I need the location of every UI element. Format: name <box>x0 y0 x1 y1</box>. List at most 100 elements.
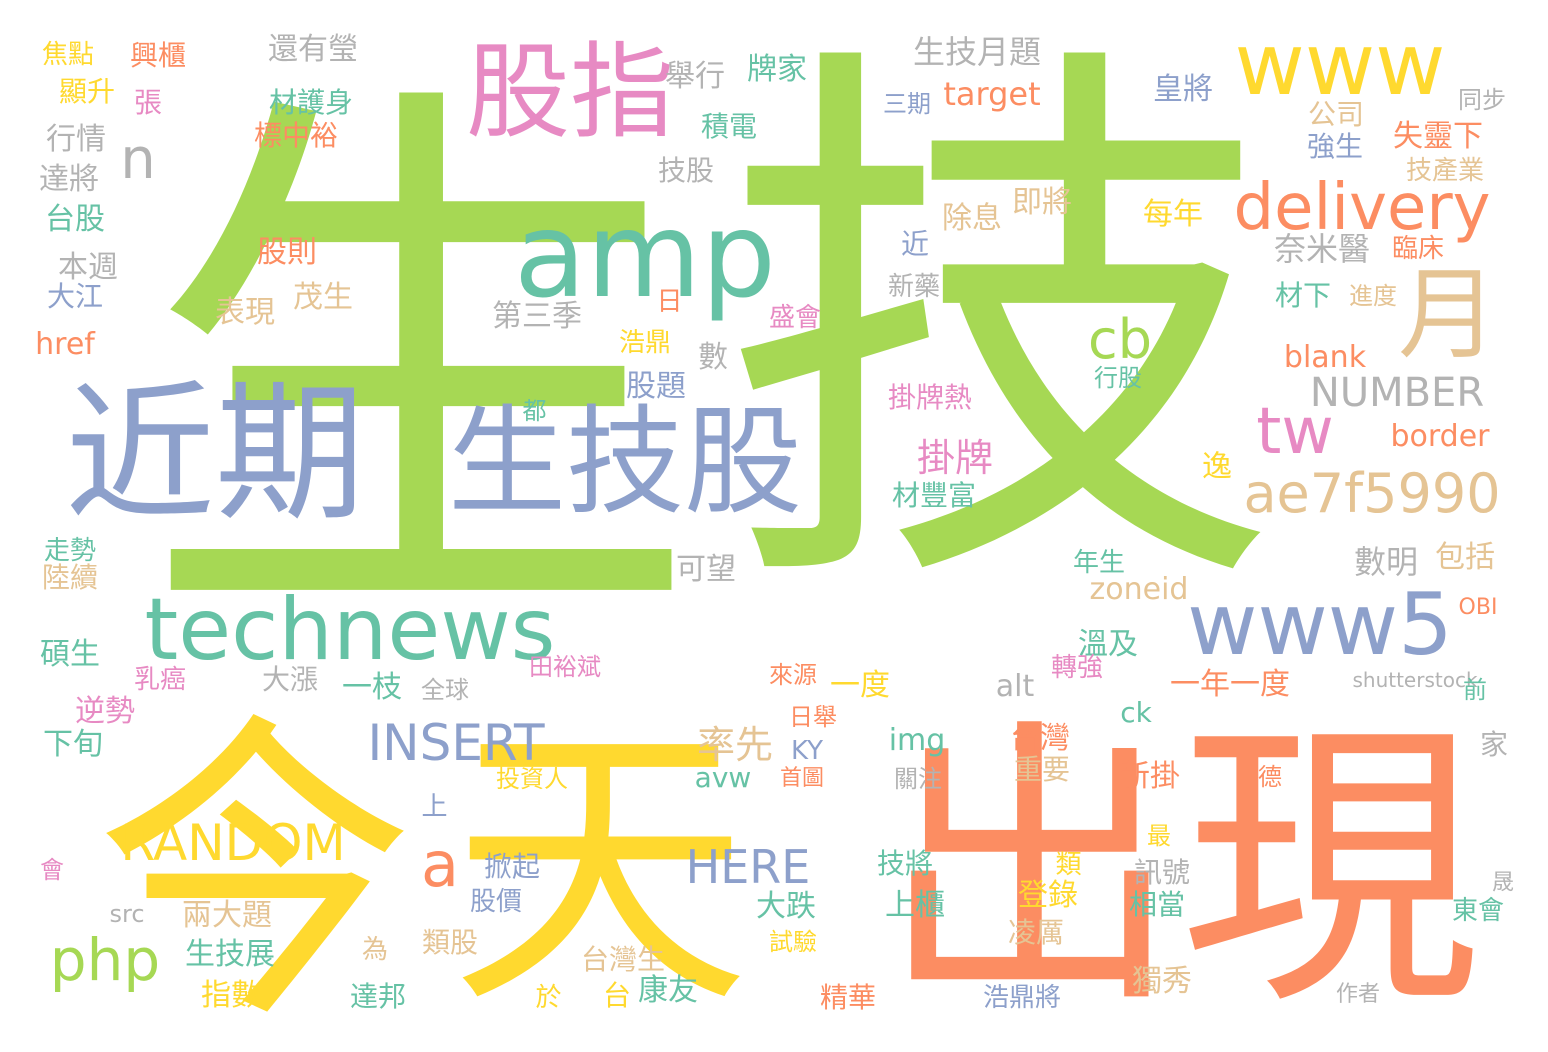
word-cloud-word: href <box>35 327 95 362</box>
word-cloud-word: 三期 <box>883 90 931 118</box>
word-cloud-word: 上櫃 <box>885 888 945 923</box>
word-cloud-word: 天 <box>450 695 750 1044</box>
word-cloud-word: 張 <box>133 86 163 119</box>
word-cloud-word: 首圖 <box>779 766 825 791</box>
word-cloud-word: 數 <box>698 340 728 375</box>
word-cloud-word: 類 <box>1051 850 1081 876</box>
word-cloud-word: 全球 <box>421 676 469 704</box>
word-cloud-word: 今 <box>95 689 415 1052</box>
word-cloud-word: 陸續 <box>41 561 99 594</box>
word-cloud-word: shutterstock <box>1352 668 1478 692</box>
word-cloud-word: 德 <box>1258 763 1282 791</box>
word-cloud-word: 登錄 <box>1018 878 1078 913</box>
word-cloud-word: 焦點 <box>41 40 95 70</box>
word-cloud-word: 前 <box>1463 676 1487 704</box>
word-cloud-word: 材豐富 <box>891 479 977 512</box>
word-cloud-word: 精華 <box>819 981 877 1014</box>
word-cloud-word: blank <box>1283 340 1367 375</box>
word-cloud-word: cb <box>1088 308 1152 371</box>
word-cloud-word: a <box>421 828 459 901</box>
word-cloud-word: 率先 <box>696 723 774 767</box>
word-cloud-word: 關注 <box>894 765 942 793</box>
word-cloud-word: 溫及 <box>1078 627 1138 662</box>
word-cloud-word: 日舉 <box>789 703 837 731</box>
word-cloud-word: 最 <box>1147 822 1171 850</box>
word-cloud-word: 轉強 <box>1050 653 1104 683</box>
word-cloud-word: 近期 <box>64 368 366 542</box>
word-cloud-word: 碩生 <box>40 637 100 672</box>
word-cloud-word: 家 <box>1479 728 1509 761</box>
word-cloud-word: php <box>49 926 161 994</box>
word-cloud-word: 公司 <box>1307 98 1365 131</box>
word-cloud-word: 下旬 <box>43 727 103 762</box>
word-cloud-word: 每年 <box>1143 197 1203 232</box>
word-cloud-word: 乳癌 <box>133 665 187 695</box>
word-cloud-word: 日 <box>652 287 682 313</box>
word-cloud-word: n <box>120 127 156 192</box>
word-cloud-word: 標中裕 <box>253 119 339 152</box>
word-cloud-word: 還有瑩 <box>268 32 358 67</box>
word-cloud-word: 技股 <box>657 154 715 187</box>
word-cloud-word: 可望 <box>676 552 736 587</box>
word-cloud-word: 生技股 <box>447 393 803 531</box>
word-cloud-word: 作者 <box>1335 982 1381 1007</box>
word-cloud-word: delivery <box>1233 171 1491 245</box>
word-cloud-word: 本週 <box>58 250 118 285</box>
word-cloud-word: 生 <box>140 44 700 696</box>
word-cloud-word: 即將 <box>1012 185 1072 220</box>
word-cloud-word: avw <box>694 761 752 794</box>
word-cloud-word: 材護身 <box>268 86 354 119</box>
word-cloud-word: 臨床 <box>1391 234 1445 264</box>
word-cloud-word: 試驗 <box>769 928 817 956</box>
word-cloud-word: 技 <box>720 4 1280 656</box>
word-cloud-word: zoneid <box>1089 572 1189 607</box>
word-cloud-word: 行股 <box>1094 364 1142 392</box>
word-cloud-word: 顯升 <box>58 75 116 108</box>
word-cloud-word: 掛牌 <box>916 436 994 480</box>
word-cloud-word: 進度 <box>1349 282 1397 310</box>
word-cloud-word: 會 <box>40 856 64 884</box>
word-cloud-word: 股則 <box>257 235 317 270</box>
word-cloud-word: 上 <box>417 792 447 818</box>
word-cloud-word: 浩鼎 <box>618 328 672 358</box>
word-cloud-word: 包括 <box>1435 540 1495 575</box>
word-cloud-word: 台灣 <box>1010 721 1070 756</box>
word-cloud-word: 大江 <box>46 280 104 313</box>
word-cloud-word: 晟 <box>1488 870 1513 892</box>
word-cloud-word: 達邦 <box>349 980 407 1013</box>
word-cloud-word: 股指 <box>465 31 675 153</box>
word-cloud-word: 康友 <box>638 973 698 1008</box>
word-cloud-word: 大漲 <box>261 663 319 696</box>
word-cloud-word: 台灣生 <box>580 943 666 976</box>
word-cloud-word: HERE <box>685 840 811 894</box>
word-cloud-word: 為 <box>361 935 389 965</box>
word-cloud-word: 生技展 <box>185 937 275 972</box>
word-cloud-word: 逸 <box>1196 450 1231 480</box>
word-cloud-word: 都 <box>518 398 546 422</box>
word-cloud-word: RANDOM <box>120 814 346 872</box>
word-cloud-word: 奈米醫 <box>1273 230 1371 268</box>
word-cloud-word: 來源 <box>769 661 817 689</box>
word-cloud-word: ck <box>1120 696 1152 729</box>
word-cloud-word: 田裕斌 <box>529 653 601 681</box>
word-cloud-word: 股題 <box>626 369 686 404</box>
word-cloud-word: 第三季 <box>492 299 582 334</box>
word-cloud-word: 近 <box>897 229 930 257</box>
word-cloud-word: www5 <box>1187 575 1453 675</box>
word-cloud-word: border <box>1390 419 1490 454</box>
word-cloud-word: tw <box>1256 395 1334 469</box>
word-cloud-word: 年生 <box>1072 548 1126 578</box>
word-cloud-word: 新藥 <box>887 272 941 302</box>
word-cloud-word: 股價 <box>469 887 523 917</box>
word-cloud-word: 數明 <box>1353 543 1419 581</box>
word-cloud-word: 盛會 <box>768 303 822 333</box>
word-cloud-word: KY <box>790 736 824 766</box>
word-cloud-word: img <box>888 723 946 758</box>
word-cloud-word: amp <box>513 186 777 324</box>
word-cloud-word: alt <box>995 669 1035 704</box>
word-cloud-word: 達將 <box>39 162 99 197</box>
word-cloud-word: 東會 <box>1451 896 1505 926</box>
word-cloud-word: 相當 <box>1128 888 1186 921</box>
word-cloud-word: INSERT <box>367 714 545 772</box>
